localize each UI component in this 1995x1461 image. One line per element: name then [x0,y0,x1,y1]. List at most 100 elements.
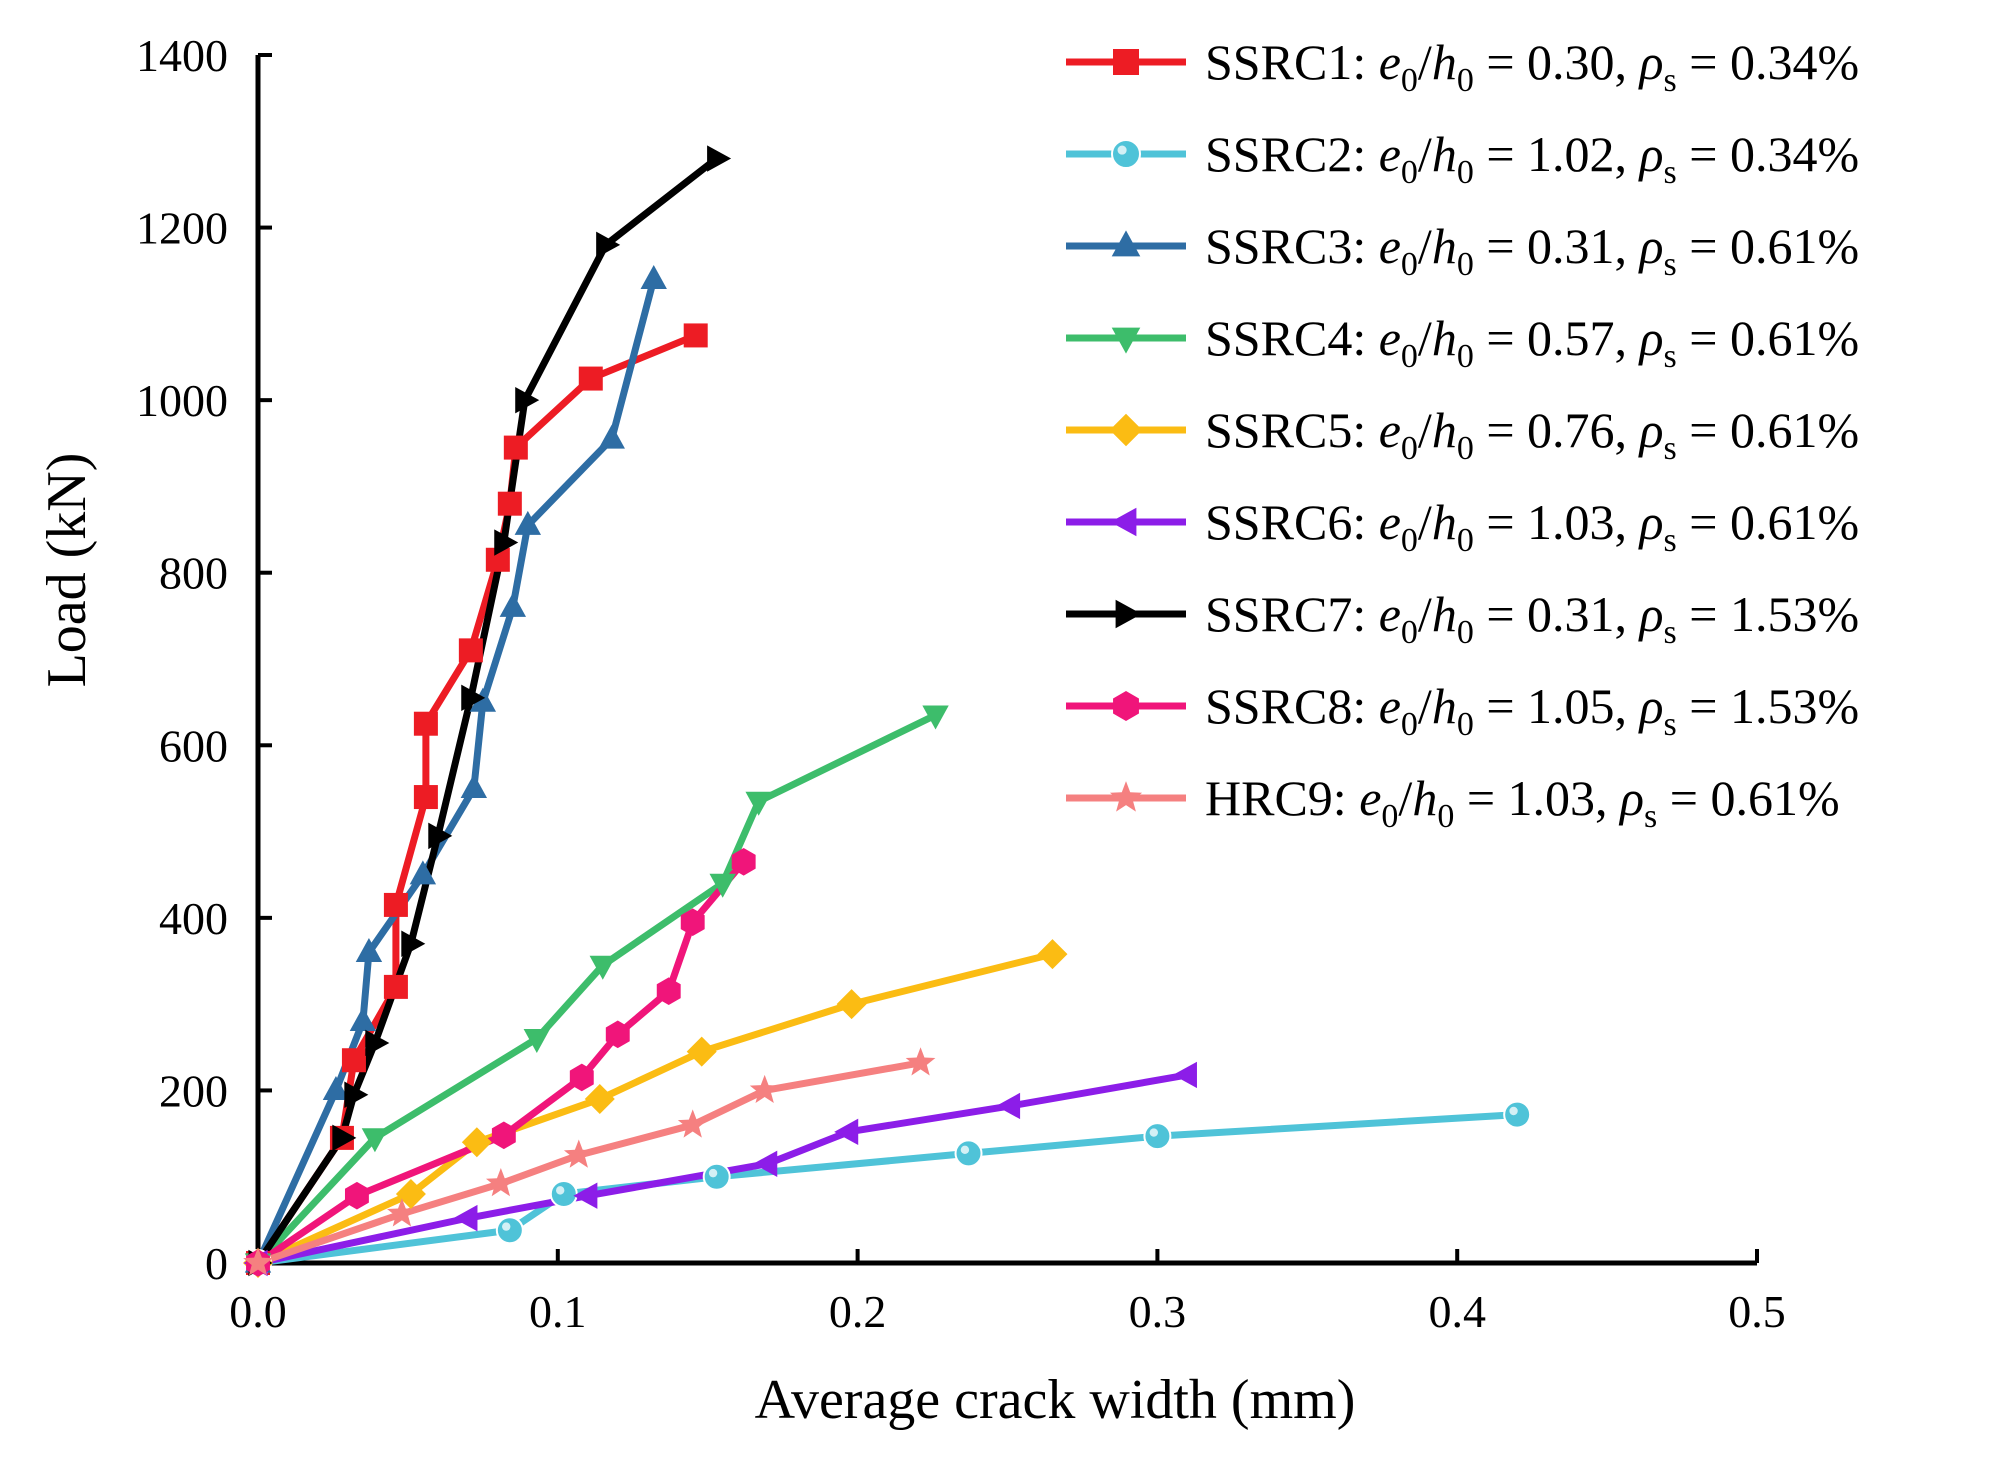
marker-body [954,1139,983,1168]
data-point-ssrc5 [461,1127,492,1158]
legend-label-part: = 0.57, [1474,310,1640,366]
data-point-ssrc2 [549,1179,578,1208]
legend-label-part: ρ [1638,678,1664,734]
legend-label-part: e [1379,34,1401,90]
legend-label-part: s [1644,798,1657,835]
legend-label-part: e [1379,310,1401,366]
legend-swatch-marker [1111,139,1141,169]
data-point-ssrc3 [598,424,625,449]
y-axis-title: Load (kN) [36,453,98,688]
data-point-ssrc7 [332,1124,357,1152]
legend-label-part: e [1379,586,1401,642]
data-point-ssrc8 [731,847,756,876]
legend-label-part: = 0.61% [1677,402,1859,458]
legend-label: HRC9: e0/h0 = 1.03, ρs = 0.61% [1205,770,1840,835]
legend-label-part: / [1418,310,1432,366]
marker-body [1503,1100,1532,1129]
legend-label-part: = 1.03, [1454,770,1620,826]
legend-label-part: h [1412,770,1437,826]
marker-shine [502,1222,511,1231]
legend-item-ssrc5: SSRC5: e0/h0 = 0.76, ρs = 0.61% [1066,402,1859,467]
data-point-hrc9 [905,1047,936,1076]
data-point-ssrc2 [495,1216,524,1245]
legend-swatch-marker [1110,507,1137,537]
legend-label: SSRC8: e0/h0 = 1.05, ρs = 1.53% [1205,678,1859,743]
y-tick-label: 400 [159,893,228,944]
x-tick-label: 0.0 [229,1286,287,1337]
data-point-ssrc7 [401,930,426,957]
legend-label-part: h [1432,310,1457,366]
legend-label-part: e [1379,126,1401,182]
legend-label-part: SSRC5: [1205,402,1379,458]
y-tick-label: 1000 [136,375,228,426]
legend-label-part: SSRC6: [1205,494,1379,550]
legend-swatch-marker [1113,691,1139,721]
legend-label-part: 0 [1457,246,1474,283]
legend-label-part: / [1398,770,1412,826]
legend-label-part: 0 [1401,338,1418,375]
legend-label-part: s [1664,246,1677,283]
data-point-ssrc8 [605,1020,630,1049]
data-point-ssrc3 [409,860,437,885]
data-point-ssrc7 [494,529,519,556]
data-point-ssrc4 [745,791,772,816]
marker-shine [555,1186,565,1195]
data-point-ssrc7 [515,386,540,414]
marker-shine [1509,1106,1518,1116]
legend-label-part: h [1432,586,1457,642]
legend-label-part: h [1432,126,1457,182]
data-point-hrc9 [563,1139,594,1168]
legend-label-part: = 0.31, [1474,218,1640,274]
legend-label-part: = 0.61% [1677,494,1859,550]
y-tick-label: 1400 [136,30,228,81]
data-markers [243,145,1532,1278]
legend-label-part: SSRC8: [1205,678,1379,734]
legend-item-ssrc3: SSRC3: e0/h0 = 0.31, ρs = 0.61% [1066,218,1859,283]
legend-label: SSRC4: e0/h0 = 0.57, ρs = 0.61% [1205,310,1859,375]
legend-item-ssrc7: SSRC7: e0/h0 = 0.31, ρs = 1.53% [1066,586,1859,651]
data-point-ssrc3 [355,937,383,962]
legend-label-part: h [1432,34,1457,90]
data-point-hrc9 [387,1198,417,1227]
legend-label-part: h [1432,218,1457,274]
legend-label-part: = 1.02, [1474,126,1640,182]
legend-label-part: / [1418,402,1432,458]
y-tick-label: 600 [159,720,228,771]
legend-label-part: / [1418,678,1432,734]
data-point-hrc9 [243,1247,273,1276]
y-tick-label: 0 [205,1238,228,1289]
legend-label-part: s [1664,614,1677,651]
legend-label-part: 0 [1457,614,1474,651]
y-tick-label: 800 [159,548,228,599]
marker-body [549,1179,578,1208]
legend-label: SSRC5: e0/h0 = 0.76, ρs = 0.61% [1205,402,1859,467]
legend-label-part: SSRC7: [1205,586,1379,642]
data-point-ssrc7 [344,1081,369,1108]
data-point-ssrc8 [569,1063,594,1092]
legend-label-part: ρ [1638,402,1664,458]
y-tick-label: 1200 [136,203,228,254]
marker-body [1143,1122,1172,1151]
legend-label-part: 0 [1381,798,1398,835]
legend-label-part: h [1432,402,1457,458]
legend-label-part: = 0.34% [1677,126,1859,182]
legend-label-part: 0 [1457,522,1474,559]
data-point-ssrc8 [491,1121,516,1150]
x-tick-label: 0.1 [529,1286,587,1337]
legend-label: SSRC3: e0/h0 = 0.31, ρs = 0.61% [1205,218,1859,283]
legend-label-part: 0 [1401,154,1418,191]
data-point-ssrc6 [453,1204,478,1232]
legend-label-part: 0 [1457,154,1474,191]
legend-label-part: = 1.03, [1474,494,1640,550]
marker-shine [708,1168,718,1178]
marker-shine [960,1145,970,1155]
legend-label-part: 0 [1437,798,1454,835]
data-point-ssrc1 [458,638,483,663]
data-point-ssrc2 [1503,1100,1532,1129]
data-point-ssrc7 [596,231,621,259]
data-point-ssrc3 [349,1007,377,1031]
data-point-ssrc5 [1037,939,1068,970]
data-point-ssrc1 [383,974,408,999]
data-point-ssrc3 [499,592,527,617]
